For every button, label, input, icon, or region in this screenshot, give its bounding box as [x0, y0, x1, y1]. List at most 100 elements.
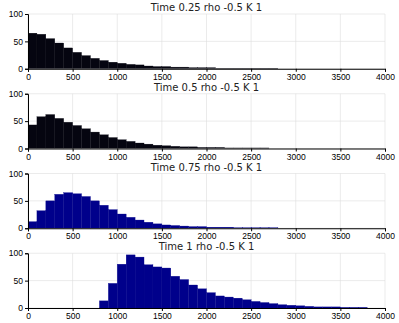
- tick: 2000: [198, 69, 217, 82]
- bar: [37, 34, 46, 68]
- tick-label: 2500: [242, 311, 261, 321]
- bar: [135, 257, 144, 308]
- bar: [349, 228, 358, 229]
- tick: 1000: [108, 308, 127, 321]
- tick: 0: [26, 228, 31, 241]
- bar: [207, 293, 216, 308]
- grid-line: [340, 174, 341, 229]
- bar: [296, 306, 305, 308]
- bar: [171, 276, 180, 308]
- grid-line: [340, 253, 341, 308]
- tick-label: 500: [66, 72, 80, 82]
- grid-line: [117, 14, 118, 69]
- tick-mark: [25, 228, 28, 229]
- bar: [126, 64, 135, 68]
- bar: [99, 205, 108, 228]
- bar: [162, 268, 171, 308]
- grid-line: [295, 174, 296, 229]
- title: Time 0.5 rho -0.5 K 1: [153, 82, 259, 93]
- bar: [171, 226, 180, 229]
- y-axis: 050100: [9, 169, 29, 234]
- bar: [90, 201, 99, 228]
- tick: 2500: [242, 149, 261, 162]
- grid-line: [251, 94, 252, 149]
- tick-label: 0: [18, 303, 23, 313]
- bar: [144, 66, 153, 69]
- bar: [90, 308, 99, 309]
- grid: [28, 94, 385, 149]
- panel: Time 1 rho -0.5 K 1050010001500200025003…: [9, 241, 395, 321]
- tick-label: 1000: [108, 231, 127, 241]
- bar: [46, 308, 55, 309]
- bar: [55, 308, 64, 309]
- tick: 0: [26, 308, 31, 321]
- bar: [251, 301, 260, 308]
- tick: 1500: [153, 149, 172, 162]
- bar: [99, 61, 108, 69]
- bar: [135, 65, 144, 69]
- tick: 0: [18, 144, 28, 154]
- bar: [90, 58, 99, 68]
- grid-line: [295, 253, 296, 308]
- bar: [314, 228, 323, 229]
- bar: [224, 297, 233, 308]
- bar: [46, 39, 55, 69]
- bar: [126, 255, 135, 308]
- bar: [296, 228, 305, 229]
- bar: [198, 227, 207, 229]
- bars: [28, 33, 278, 69]
- bar: [305, 148, 314, 149]
- bar: [82, 308, 91, 309]
- tick-label: 4000: [376, 152, 395, 162]
- bar: [153, 224, 162, 228]
- bar: [367, 228, 376, 229]
- bar: [242, 227, 251, 228]
- bar: [331, 228, 340, 229]
- bar: [314, 307, 323, 308]
- bar: [198, 147, 207, 148]
- tick-label: 3500: [331, 72, 350, 82]
- bar: [117, 264, 126, 308]
- tick-mark: [25, 69, 28, 70]
- tick: 0: [26, 69, 31, 82]
- bar: [224, 68, 233, 69]
- bar: [287, 68, 296, 69]
- tick: 3500: [331, 149, 350, 162]
- bar: [28, 125, 37, 149]
- bar: [376, 68, 385, 69]
- bar: [55, 118, 64, 148]
- tick-label: 50: [14, 37, 24, 47]
- tick: 1000: [108, 228, 127, 241]
- tick: 3000: [287, 149, 306, 162]
- bar: [126, 217, 135, 228]
- tick-label: 50: [14, 196, 24, 206]
- bar: [144, 222, 153, 228]
- bar: [215, 296, 224, 308]
- axis-line: [25, 174, 29, 229]
- tick-label: 0: [26, 231, 31, 241]
- y-axis: 050100: [9, 9, 29, 74]
- bar: [73, 52, 82, 68]
- grid-line: [295, 14, 296, 69]
- grid-line: [295, 94, 296, 149]
- grid-line: [251, 174, 252, 229]
- panel: Time 0.75 rho -0.5 K 1050010001500200025…: [9, 162, 395, 242]
- bar: [278, 305, 287, 308]
- bar: [323, 148, 332, 149]
- bar: [117, 140, 126, 149]
- bar: [207, 147, 216, 148]
- grid-line: [72, 253, 73, 308]
- bar: [64, 308, 73, 309]
- tick: 0: [18, 64, 28, 74]
- bar: [180, 226, 189, 228]
- tick-label: 100: [9, 169, 23, 179]
- grid-line: [161, 174, 162, 229]
- bar: [189, 68, 198, 69]
- bar: [269, 304, 278, 308]
- panel: Time 0.5 rho -0.5 K 10500100015002000250…: [9, 82, 395, 162]
- tick: 1500: [153, 228, 172, 241]
- grid-line: [251, 14, 252, 69]
- bar: [251, 227, 260, 228]
- bar: [135, 143, 144, 148]
- bar: [224, 147, 233, 148]
